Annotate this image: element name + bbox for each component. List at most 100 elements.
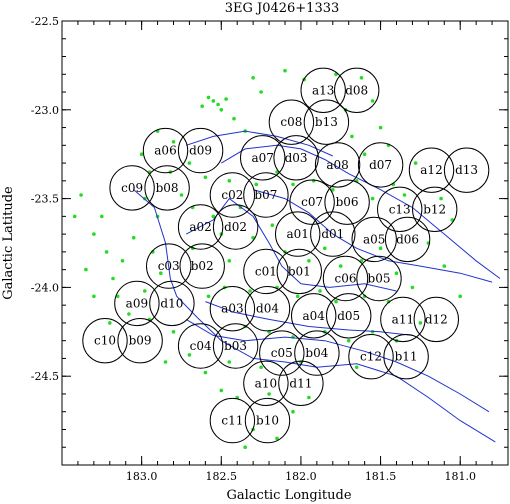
field-circle <box>322 255 369 302</box>
field-label: d07 <box>369 158 392 172</box>
source-point <box>283 68 287 73</box>
field-label: b06 <box>336 195 359 209</box>
source-point <box>439 196 443 201</box>
source-point <box>159 271 163 276</box>
field-label: b08 <box>156 181 179 195</box>
field-label: c11 <box>221 414 243 428</box>
field-label: b01 <box>288 264 311 278</box>
field-circle <box>357 142 404 188</box>
field-label: b04 <box>305 346 328 360</box>
x-tick-label: 181.0 <box>444 470 476 483</box>
source-point <box>270 223 275 227</box>
source-point <box>203 370 208 375</box>
contour-line <box>186 130 334 157</box>
source-point <box>259 90 263 94</box>
contour-line <box>205 301 413 336</box>
source-point <box>359 76 364 80</box>
field-circle <box>273 135 319 181</box>
field-circle <box>177 323 224 369</box>
field-circle <box>310 211 356 257</box>
field-label: a06 <box>154 144 176 158</box>
field-circle <box>276 248 322 295</box>
source-point <box>458 294 463 299</box>
source-point <box>211 99 216 103</box>
source-point <box>275 436 279 441</box>
field-label: b05 <box>368 272 391 286</box>
field-label: d04 <box>256 302 279 316</box>
contour-line <box>185 197 397 292</box>
field-circle <box>412 186 458 233</box>
source-point <box>127 312 131 316</box>
source-point <box>84 267 88 272</box>
field-label: c04 <box>190 339 212 353</box>
field-label: c02 <box>221 188 243 202</box>
source-point <box>115 294 120 299</box>
field-label: a05 <box>363 232 385 246</box>
field-circle <box>212 323 259 369</box>
source-point <box>92 232 96 236</box>
field-circle <box>244 286 291 332</box>
field-label: d03 <box>285 151 308 165</box>
field-label: b13 <box>315 115 338 129</box>
source-point <box>442 264 447 268</box>
field-label: c03 <box>158 259 180 273</box>
field-label: a13 <box>312 83 334 97</box>
source-point <box>171 140 176 144</box>
field-circle <box>209 397 256 444</box>
x-tick-label: 182.0 <box>285 470 317 483</box>
fields-layer: a13 d08 c08 b13 a06 d09 a07 d03 a08 d07 a12 d13 c09 b… <box>82 67 490 444</box>
field-label: b10 <box>256 414 279 428</box>
source-point <box>334 299 338 304</box>
source-point <box>219 108 224 112</box>
field-circle <box>243 360 289 406</box>
source-point <box>291 409 295 414</box>
x-tick-label: 182.5 <box>206 470 238 483</box>
source-point <box>386 299 391 304</box>
field-label: d06 <box>396 232 419 246</box>
field-circle <box>380 296 426 343</box>
field-label: d13 <box>455 163 478 177</box>
x-tick-label: 181.5 <box>365 470 397 483</box>
field-circle <box>334 67 380 114</box>
field-label: c12 <box>360 350 382 364</box>
field-circle <box>348 334 394 380</box>
field-circle <box>303 99 350 145</box>
field-circle <box>212 204 259 250</box>
source-point <box>227 179 232 183</box>
field-label: d10 <box>160 296 183 310</box>
source-point <box>104 250 109 254</box>
field-circle <box>383 334 429 380</box>
source-point <box>211 214 216 219</box>
source-point <box>267 392 271 396</box>
source-point <box>323 246 327 251</box>
field-circle <box>177 127 224 174</box>
field-circle <box>209 286 256 332</box>
field-circle <box>356 255 402 302</box>
source-point <box>378 125 383 130</box>
field-label: c08 <box>280 115 302 129</box>
source-point <box>350 134 354 139</box>
field-label: c09 <box>121 181 143 195</box>
source-point <box>187 353 192 357</box>
field-circle <box>109 165 155 211</box>
source-point <box>251 76 255 80</box>
source-point <box>72 214 77 219</box>
source-point <box>370 99 375 103</box>
field-label: c10 <box>94 334 116 348</box>
field-circle <box>278 360 324 406</box>
y-tick-label: -22.5 <box>31 15 59 28</box>
field-circle <box>443 147 490 193</box>
x-axis: 183.0 182.5 182.0 181.5 181.0 <box>77 21 493 483</box>
field-label: c06 <box>335 272 357 286</box>
field-label: a04 <box>302 309 325 323</box>
contour-line <box>221 144 501 279</box>
source-point <box>227 259 232 263</box>
field-label: b12 <box>423 202 446 216</box>
field-label: a01 <box>286 227 308 241</box>
source-point <box>179 193 184 197</box>
field-label: d08 <box>345 83 368 97</box>
contour-line <box>252 189 493 283</box>
y-tick-label: -24.5 <box>31 370 59 383</box>
source-point <box>187 161 192 165</box>
y-axis-label: Galactic Latitude <box>1 186 16 300</box>
